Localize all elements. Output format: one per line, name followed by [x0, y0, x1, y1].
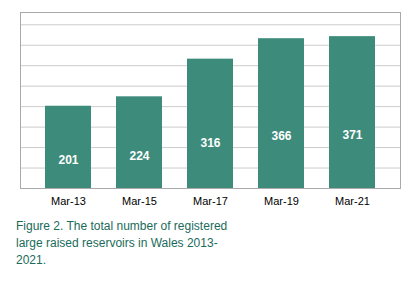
- svg-text:Mar-21: Mar-21: [335, 195, 370, 207]
- svg-text:366: 366: [271, 129, 291, 143]
- svg-text:Mar-15: Mar-15: [122, 195, 157, 207]
- svg-text:Mar-17: Mar-17: [193, 195, 228, 207]
- svg-text:316: 316: [200, 136, 220, 150]
- svg-text:201: 201: [58, 153, 78, 167]
- svg-text:Mar-19: Mar-19: [264, 195, 299, 207]
- svg-text:224: 224: [129, 149, 149, 163]
- svg-text:371: 371: [342, 128, 362, 142]
- svg-text:Mar-13: Mar-13: [51, 195, 86, 207]
- html-text:Figure 2. The total number of: Figure 2. The total number of registered…: [16, 219, 228, 267]
